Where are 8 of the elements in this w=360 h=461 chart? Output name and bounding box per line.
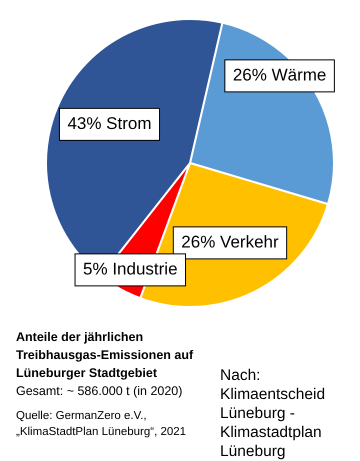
source-note: Quelle: GermanZero e.V., „KlimaStadtPlan Lüneburg“, 2021: [16, 409, 188, 440]
slice-label: 26% Verkehr: [181, 232, 279, 252]
text: Gesamt: ~ 586.000 t (in 2020): [16, 383, 184, 400]
text: Nach: Klimaentscheid Lüneburg - Klimastadtplan Lüneburg: [220, 366, 326, 461]
slice-label: 5% Industrie: [83, 260, 178, 279]
text: Anteile der jährlichen Treibhausgas-Emissionen auf Lüneburger Stadtgebiet: [16, 329, 194, 382]
slice-label: 26% Wärme: [232, 66, 326, 85]
slice-label: 43% Strom: [67, 114, 152, 134]
